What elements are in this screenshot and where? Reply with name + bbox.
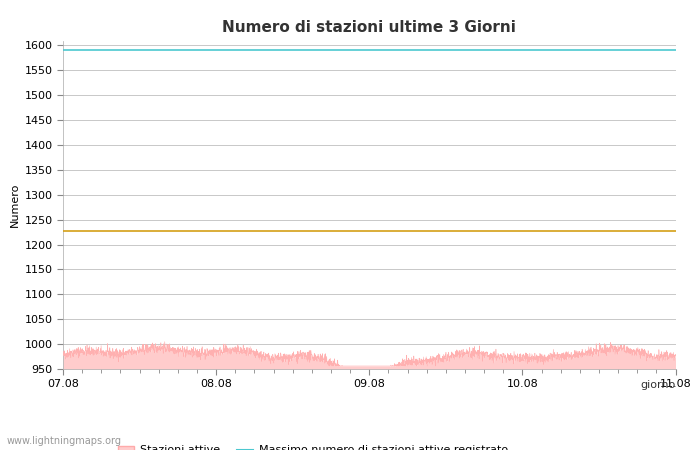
Y-axis label: Numero: Numero [10,183,20,227]
Title: Numero di stazioni ultime 3 Giorni: Numero di stazioni ultime 3 Giorni [223,20,516,35]
Text: giorno: giorno [640,380,676,390]
Text: www.lightningmaps.org: www.lightningmaps.org [7,436,122,446]
